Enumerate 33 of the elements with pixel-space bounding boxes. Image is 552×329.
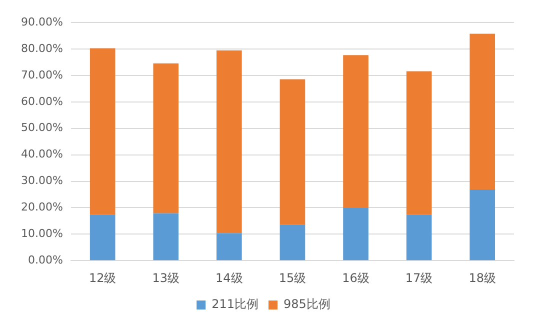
bar	[280, 79, 306, 225]
bar	[470, 34, 496, 190]
x-tick-label: 18级	[468, 270, 496, 285]
y-tick-label: 30.00%	[20, 174, 63, 188]
y-tick-label: 90.00%	[20, 15, 63, 28]
bar	[280, 224, 306, 260]
y-tick-label: 40.00%	[20, 148, 63, 161]
bar	[343, 208, 368, 260]
y-tick-label: 50.00%	[20, 121, 63, 134]
y-tick-label: 10.00%	[20, 227, 63, 240]
bar	[406, 214, 432, 260]
y-tick-label: 0.00%	[28, 253, 63, 266]
bar	[153, 63, 179, 214]
bar	[216, 50, 242, 234]
legend-label: 985比例	[284, 297, 330, 312]
legend-label: 211比例	[212, 297, 258, 312]
bar	[90, 214, 116, 260]
y-tick-label: 80.00%	[20, 42, 63, 55]
y-tick-label: 70.00%	[20, 68, 63, 82]
y-tick-label: 60.00%	[20, 94, 63, 108]
x-tick-label: 16级	[342, 270, 370, 285]
x-tick-label: 17级	[405, 270, 433, 285]
bar	[216, 233, 242, 260]
bar	[153, 213, 179, 260]
bar	[406, 71, 432, 215]
x-tick-label: 12级	[88, 270, 116, 285]
y-tick-label: 20.00%	[20, 200, 63, 214]
bar	[470, 189, 496, 260]
bar	[90, 48, 116, 215]
x-tick-label: 14级	[216, 270, 243, 285]
bar	[343, 55, 368, 208]
x-tick-label: 13级	[152, 270, 180, 285]
x-tick-label: 15级	[278, 270, 306, 285]
